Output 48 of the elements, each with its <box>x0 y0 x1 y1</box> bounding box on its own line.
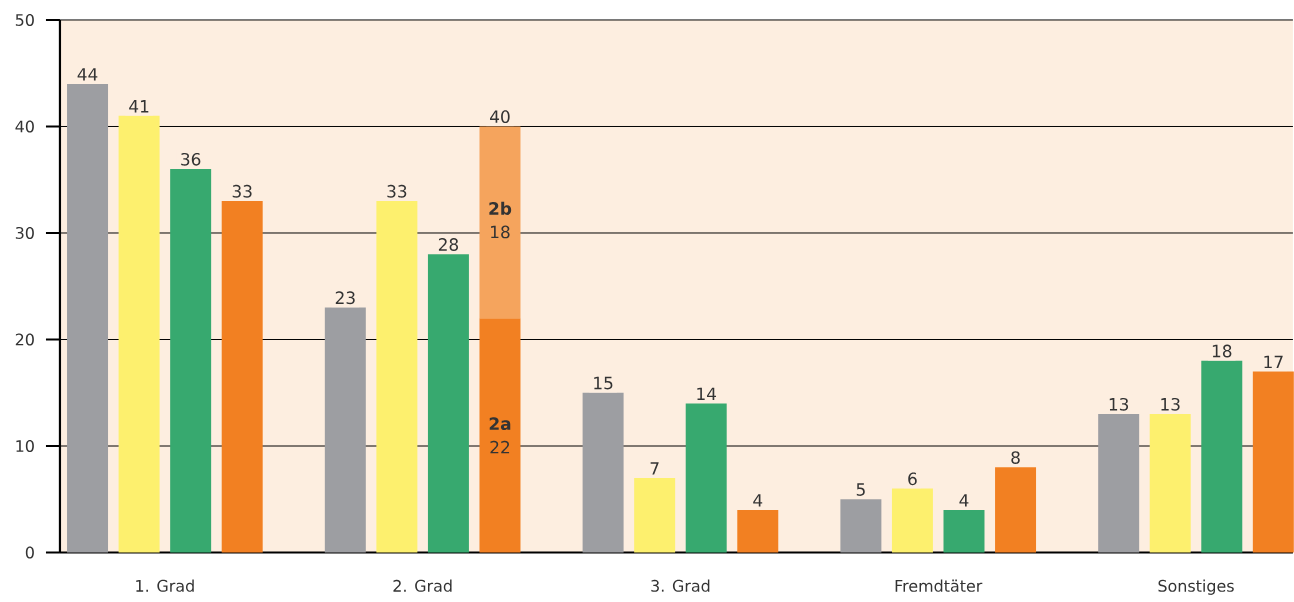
y-tick-label: 20 <box>15 333 34 346</box>
data-label: 33 <box>387 185 407 198</box>
data-label: 41 <box>129 100 149 113</box>
data-label: 7 <box>650 462 659 475</box>
data-label: 15 <box>594 377 613 390</box>
data-label: 44 <box>77 68 98 81</box>
bar <box>943 510 985 553</box>
x-tick-label: Fremdtäter <box>895 579 983 593</box>
bar <box>324 307 366 553</box>
y-tick-label: 50 <box>15 14 34 27</box>
data-label: 18 <box>491 225 510 239</box>
data-label: 8 <box>1011 451 1020 465</box>
data-label: 28 <box>438 238 459 252</box>
data-label: 6 <box>908 472 917 486</box>
data-label: 5 <box>856 483 865 497</box>
data-label: 17 <box>1264 355 1283 369</box>
bar <box>737 510 779 553</box>
data-label: 36 <box>181 153 201 166</box>
bar <box>582 392 624 553</box>
bar <box>840 499 882 553</box>
bar <box>1201 361 1243 553</box>
y-tick-label: 10 <box>16 440 34 453</box>
annotation: 40 <box>490 110 510 124</box>
bar <box>1252 371 1294 553</box>
x-tick-label: Sonstiges <box>1158 579 1234 596</box>
y-tick-label: 40 <box>15 120 34 133</box>
data-label: 4 <box>959 494 969 507</box>
bar <box>479 318 521 553</box>
bar <box>995 467 1037 553</box>
annotation: 2a <box>489 417 511 431</box>
data-label: 13 <box>1161 398 1180 411</box>
x-tick-label: 2. Grad <box>393 579 452 593</box>
bar <box>891 488 933 553</box>
data-label: 33 <box>232 185 252 198</box>
bar <box>479 126 521 319</box>
data-label: 14 <box>697 387 717 401</box>
y-tick-label: 30 <box>15 227 34 240</box>
data-label: 13 <box>1109 398 1129 411</box>
bar <box>634 478 676 553</box>
annotation: 2b <box>489 202 512 216</box>
y-tick-label: 0 <box>25 546 34 559</box>
bar <box>118 116 160 553</box>
data-label: 18 <box>1212 344 1232 358</box>
data-label: 23 <box>335 291 355 305</box>
x-tick-label: 1. Grad <box>136 579 194 593</box>
x-tick-label: 3. Grad <box>651 579 710 593</box>
data-label: 22 <box>490 441 510 454</box>
data-label: 4 <box>753 494 763 507</box>
